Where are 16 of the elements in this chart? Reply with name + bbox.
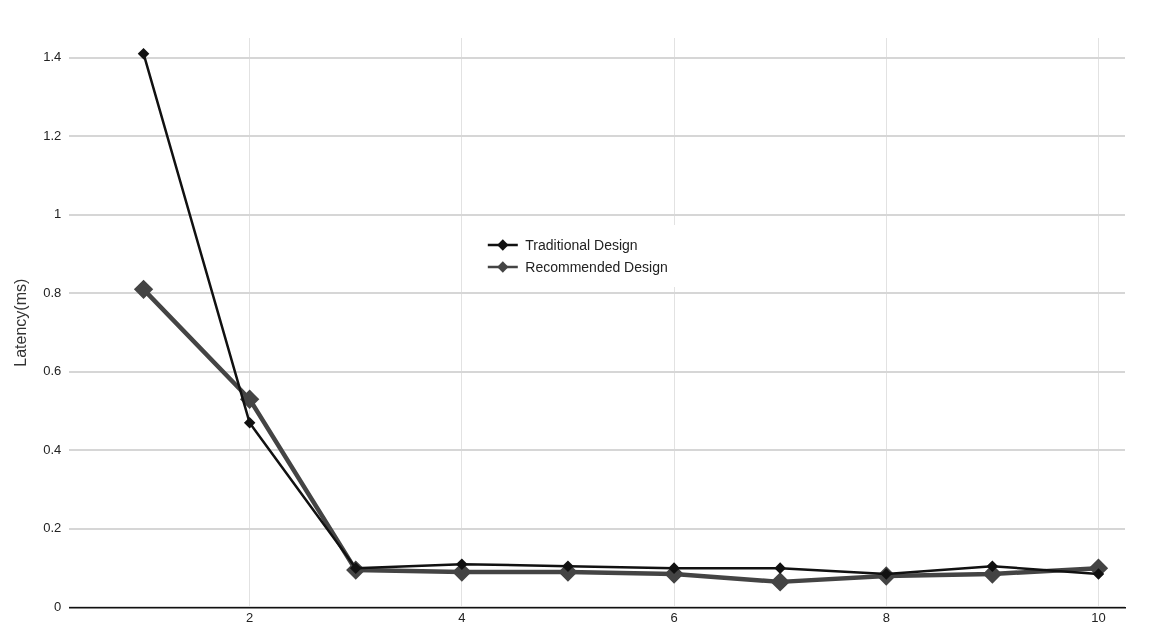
x-tick-label: 10 [1091,609,1106,625]
y-tick-label: 0.2 [43,520,62,536]
x-tick-label: 6 [670,609,678,625]
y-tick-label: 1.4 [43,49,62,65]
legend-label: Recommended Design [525,259,668,276]
y-axis-title: Latency(ms) [12,278,30,367]
y-tick-label: 0.8 [43,284,62,300]
y-tick-label: 0.4 [43,441,62,457]
legend-label: Traditional Design [525,237,638,254]
x-tick-label: 8 [882,609,890,625]
x-tick-label: 4 [458,609,466,625]
y-tick-label: 0.6 [43,363,62,379]
x-tick-label: 2 [246,609,254,625]
y-tick-label: 0 [54,598,62,614]
y-tick-label: 1.2 [43,127,62,143]
y-tick-label: 1 [54,206,62,222]
